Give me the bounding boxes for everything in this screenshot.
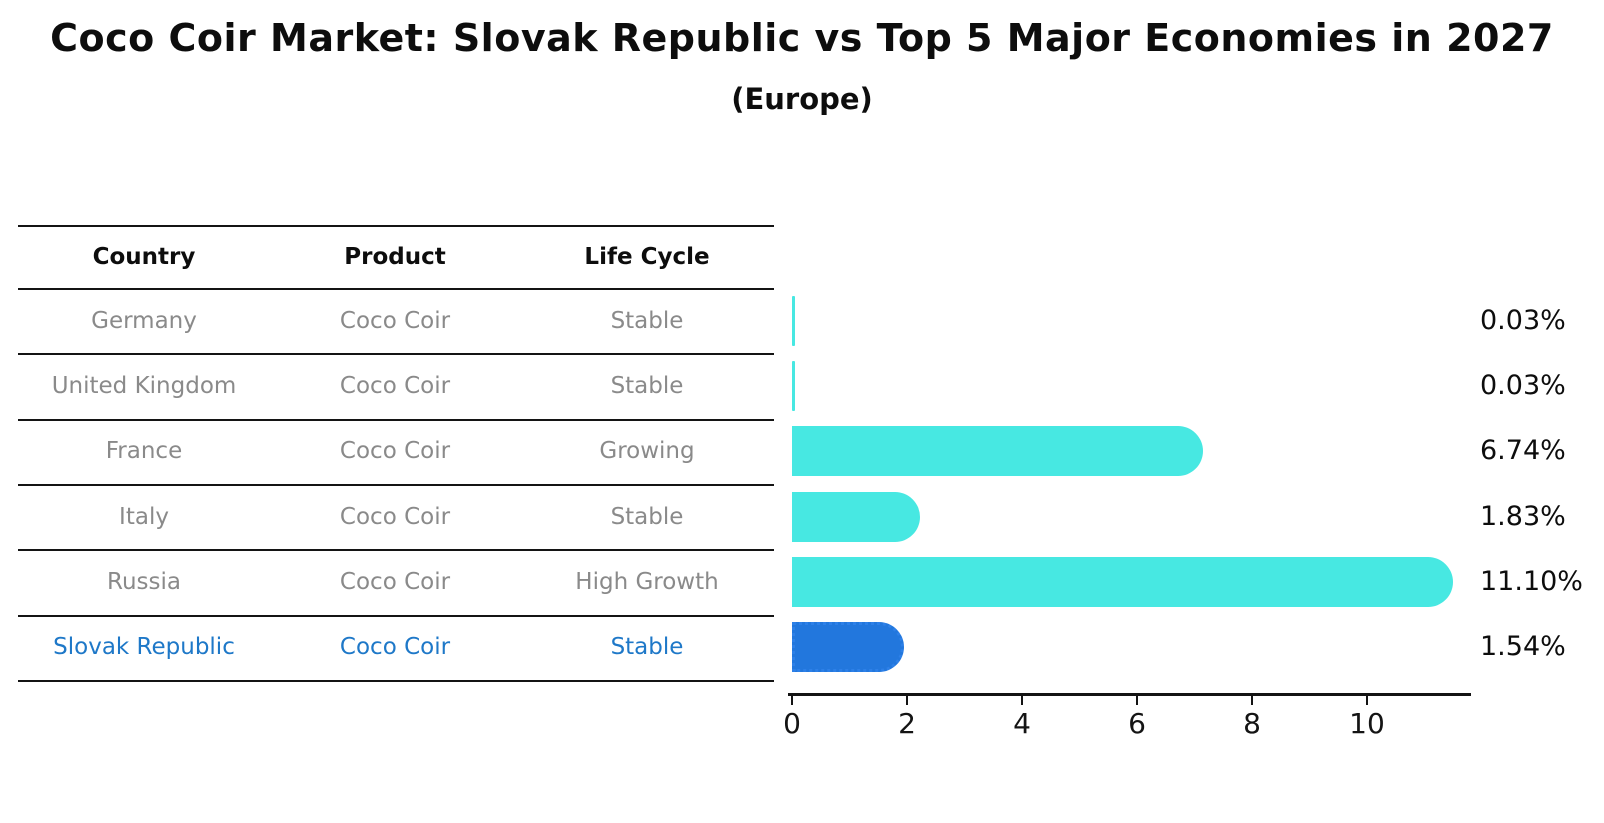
table-header-row: Country Product Life Cycle xyxy=(18,225,774,288)
table-row: United Kingdom Coco Coir Stable xyxy=(18,353,774,418)
bar-germany xyxy=(792,295,795,346)
x-tick xyxy=(1136,695,1138,705)
bar-france xyxy=(792,426,1203,477)
table-row-rule xyxy=(18,483,774,486)
table-row-rule xyxy=(18,418,774,421)
table-cell-country: France xyxy=(105,438,183,465)
bar-value-label: 0.03% xyxy=(1480,304,1566,336)
x-axis-line xyxy=(788,693,1471,696)
bar-value-label: 1.54% xyxy=(1480,631,1566,663)
x-tick-label: 0 xyxy=(783,707,801,740)
chart-subtitle: (Europe) xyxy=(731,82,873,116)
table-row-rule xyxy=(18,353,774,356)
x-tick xyxy=(906,695,908,705)
table-cell-life_cycle: Stable xyxy=(610,634,684,661)
bar-slovak-republic xyxy=(792,622,904,673)
x-tick-label: 8 xyxy=(1243,707,1261,740)
table-top-rule xyxy=(18,225,774,227)
table-row-rule xyxy=(18,614,774,617)
table-cell-country: United Kingdom xyxy=(51,372,237,399)
table-cell-life_cycle: Stable xyxy=(610,372,684,399)
bar-value-label: 6.74% xyxy=(1480,435,1566,467)
table-row: France Coco Coir Growing xyxy=(18,419,774,484)
table-cell-life_cycle: High Growth xyxy=(575,568,719,595)
column-header-country: Country xyxy=(92,243,196,270)
table-cell-product: Coco Coir xyxy=(339,503,451,530)
x-tick xyxy=(791,695,793,705)
x-tick-label: 4 xyxy=(1013,707,1031,740)
table-cell-country: Germany xyxy=(91,307,197,334)
table-cell-product: Coco Coir xyxy=(339,307,451,334)
table-cell-country: Slovak Republic xyxy=(53,634,235,661)
table-cell-product: Coco Coir xyxy=(339,568,451,595)
table-row-rule xyxy=(18,679,774,682)
table-header-rule xyxy=(18,288,774,290)
table-cell-product: Coco Coir xyxy=(339,438,451,465)
bar-italy xyxy=(792,491,921,542)
chart-title: Coco Coir Market: Slovak Republic vs Top… xyxy=(50,16,1554,60)
table-cell-product: Coco Coir xyxy=(339,634,451,661)
x-tick-label: 6 xyxy=(1128,707,1146,740)
x-tick xyxy=(1366,695,1368,705)
bar-russia xyxy=(792,556,1454,607)
table-cell-life_cycle: Stable xyxy=(610,503,684,530)
x-tick xyxy=(1251,695,1253,705)
table-row: Germany Coco Coir Stable xyxy=(18,288,774,353)
bar-united-kingdom xyxy=(792,360,795,411)
x-tick-label: 2 xyxy=(898,707,916,740)
table-cell-country: Russia xyxy=(107,568,181,595)
table-row-rule xyxy=(18,549,774,552)
table-row: Russia Coco Coir High Growth xyxy=(18,549,774,614)
bar-value-label: 1.83% xyxy=(1480,500,1566,532)
column-header-product: Product xyxy=(344,243,446,270)
table-cell-product: Coco Coir xyxy=(339,372,451,399)
bar-value-label: 0.03% xyxy=(1480,369,1566,401)
column-header-lifecycle: Life Cycle xyxy=(584,243,710,270)
table-cell-life_cycle: Stable xyxy=(610,307,684,334)
table-cell-country: Italy xyxy=(119,503,169,530)
table-row: Italy Coco Coir Stable xyxy=(18,484,774,549)
bar-value-label: 11.10% xyxy=(1480,565,1583,597)
table-cell-life_cycle: Growing xyxy=(599,438,695,465)
x-tick-label: 10 xyxy=(1349,707,1385,740)
table-row: Slovak Republic Coco Coir Stable xyxy=(18,615,774,680)
x-tick xyxy=(1021,695,1023,705)
